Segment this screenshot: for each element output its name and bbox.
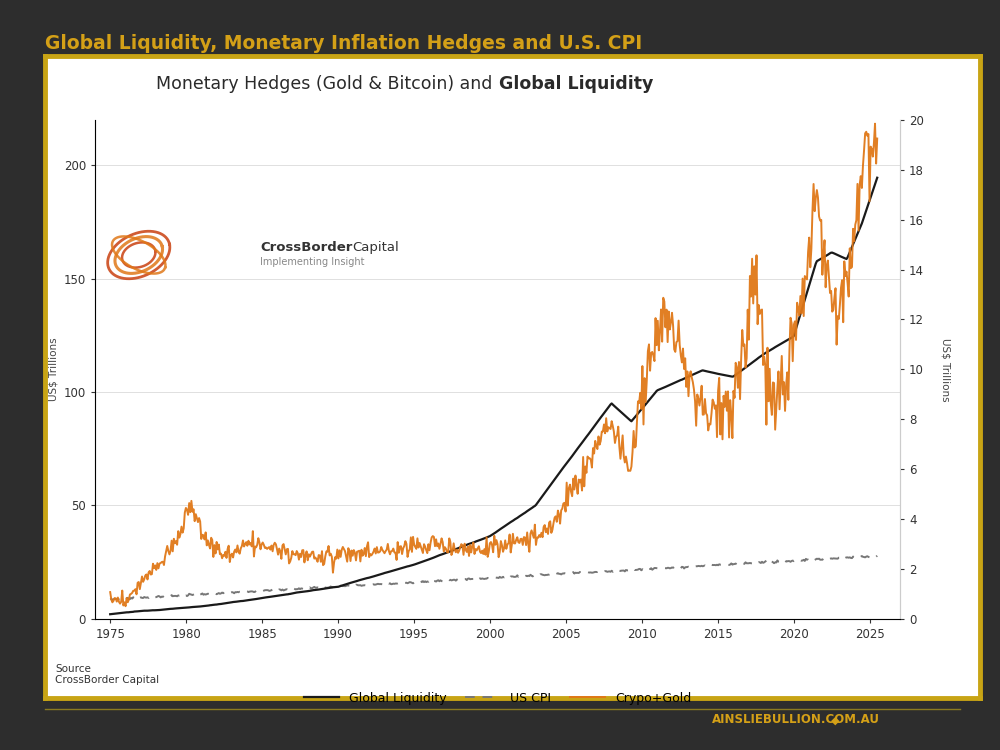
Text: Source
CrossBorder Capital: Source CrossBorder Capital	[55, 664, 159, 686]
Text: CrossBorder: CrossBorder	[260, 241, 352, 254]
Text: Capital: Capital	[353, 241, 399, 254]
Legend: Global Liquidity, US CPI, Crypo+Gold: Global Liquidity, US CPI, Crypo+Gold	[299, 687, 696, 709]
Text: Implementing Insight: Implementing Insight	[260, 257, 365, 267]
Text: AINSLIEBULLION.COM.AU: AINSLIEBULLION.COM.AU	[712, 713, 880, 726]
Text: ◆: ◆	[831, 716, 839, 726]
Text: Global Liquidity: Global Liquidity	[499, 74, 653, 92]
Text: Monetary Hedges (Gold & Bitcoin) and: Monetary Hedges (Gold & Bitcoin) and	[156, 74, 498, 92]
Y-axis label: US$ Trillions: US$ Trillions	[48, 338, 58, 401]
Text: Global Liquidity, Monetary Inflation Hedges and U.S. CPI: Global Liquidity, Monetary Inflation Hed…	[45, 34, 642, 53]
Y-axis label: US$ Trillions: US$ Trillions	[941, 338, 951, 401]
